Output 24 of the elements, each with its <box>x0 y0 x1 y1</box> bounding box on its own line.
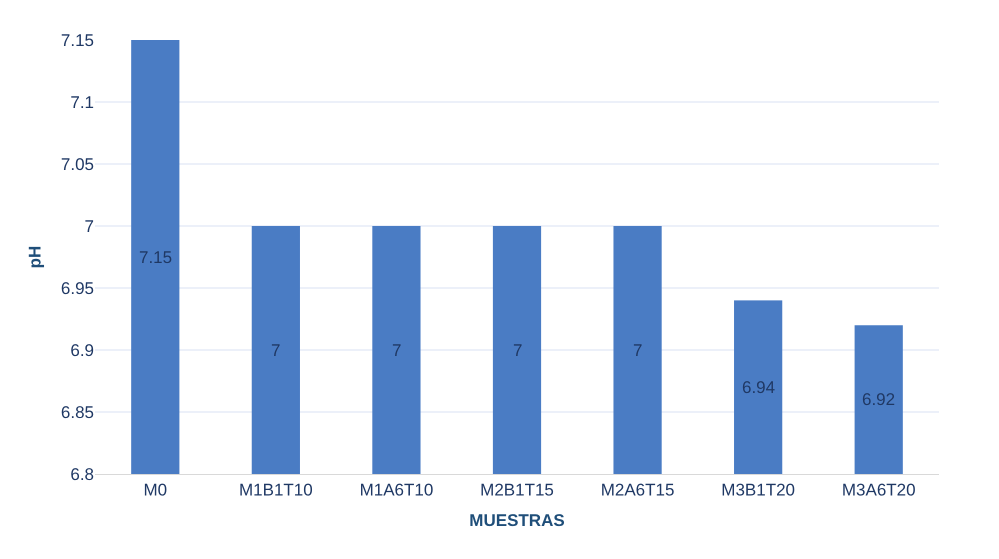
x-tick-label: M1B1T10 <box>239 480 313 500</box>
y-tick-label: 6.95 <box>60 278 94 298</box>
x-tick-label: M2B1T15 <box>480 480 554 500</box>
data-label: 7 <box>633 341 642 360</box>
x-tick-label: M3B1T20 <box>721 480 795 500</box>
data-label: 7 <box>513 341 522 360</box>
x-tick-label: M1A6T10 <box>360 480 434 500</box>
y-tick-label: 6.85 <box>60 402 94 422</box>
data-label: 6.94 <box>742 378 776 397</box>
data-label: 7.15 <box>139 248 172 267</box>
x-tick-label: M3A6T20 <box>842 480 916 500</box>
y-axis-title: pH <box>25 246 44 268</box>
y-tick-label: 6.8 <box>70 464 94 484</box>
y-tick-label: 6.9 <box>70 340 94 360</box>
x-tick-label: M0 <box>143 480 168 500</box>
y-tick-label: 7.15 <box>60 30 94 50</box>
y-tick-label: 7.05 <box>60 154 94 174</box>
x-tick-label: M2A6T15 <box>600 480 674 500</box>
x-axis-title: MUESTRAS <box>469 510 565 530</box>
data-label: 7 <box>271 341 280 360</box>
y-tick-label: 7 <box>84 216 94 236</box>
y-tick-label: 7.1 <box>70 92 94 112</box>
data-label: 7 <box>392 341 402 360</box>
data-label: 6.92 <box>862 390 896 409</box>
